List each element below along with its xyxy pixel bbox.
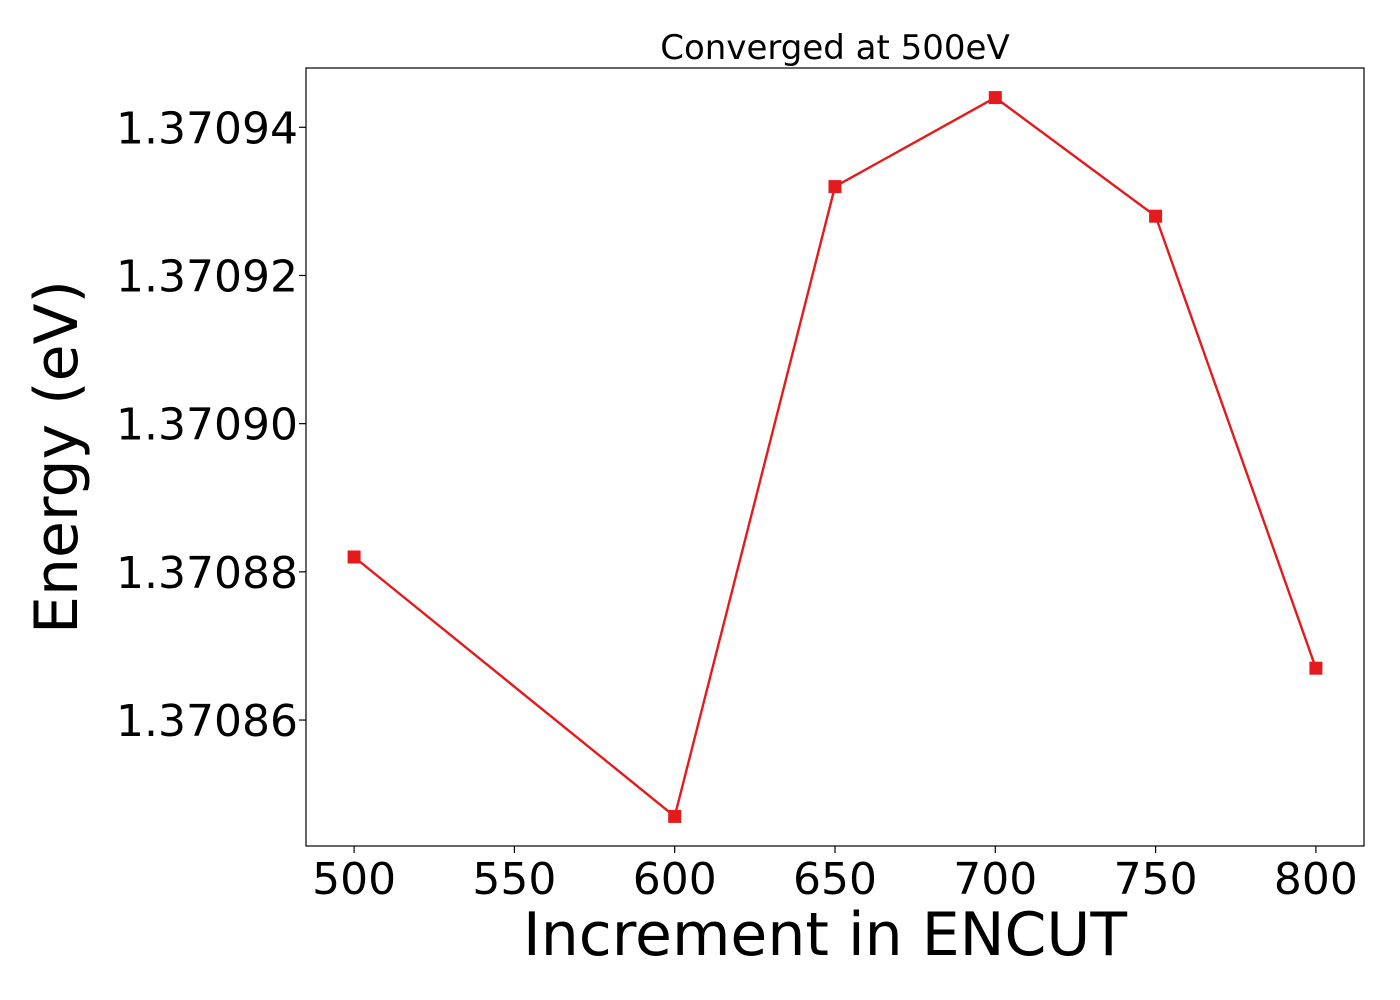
- y-tick-label: 1.37088: [116, 548, 298, 599]
- x-axis: 500 550 600 650 700 750 800: [312, 846, 1358, 905]
- x-tick-label: 700: [953, 854, 1037, 905]
- x-tick-label: 550: [472, 854, 556, 905]
- data-point: [988, 91, 1002, 105]
- x-axis-label: Increment in ENCUT: [523, 900, 1127, 970]
- series-layer: [347, 91, 1323, 823]
- x-tick-label: 650: [793, 854, 877, 905]
- data-point: [1309, 661, 1323, 675]
- x-tick-label: 600: [633, 854, 717, 905]
- x-tick-label: 800: [1274, 854, 1358, 905]
- y-axis: 1.37086 1.37088 1.37090 1.37092 1.37094: [116, 103, 306, 747]
- data-point: [1149, 209, 1163, 223]
- y-tick-label: 1.37094: [116, 103, 298, 154]
- chart-title: Converged at 500eV: [660, 28, 1009, 68]
- y-axis-label: Energy (eV): [22, 280, 92, 634]
- y-tick-label: 1.37092: [116, 251, 298, 302]
- data-point: [668, 809, 682, 823]
- data-point: [828, 180, 842, 194]
- data-point: [347, 550, 361, 564]
- y-tick-label: 1.37086: [116, 696, 298, 747]
- y-tick-label: 1.37090: [116, 400, 298, 451]
- x-tick-label: 750: [1114, 854, 1198, 905]
- series-line: [353, 96, 1318, 819]
- x-tick-label: 500: [312, 854, 396, 905]
